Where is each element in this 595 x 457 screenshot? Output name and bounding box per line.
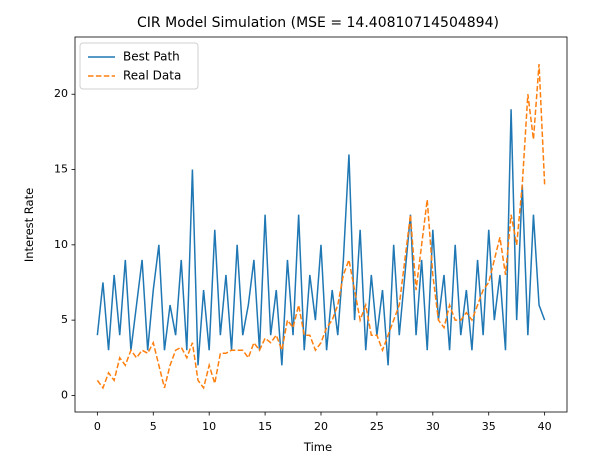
line-series bbox=[96, 109, 546, 366]
chart-title: CIR Model Simulation (MSE = 14.408107145… bbox=[137, 15, 499, 31]
x-tick-label: 15 bbox=[258, 420, 272, 433]
x-tick-label: 20 bbox=[314, 420, 328, 433]
y-tick-label: 15 bbox=[54, 163, 68, 176]
legend-box bbox=[79, 42, 199, 90]
x-axis-label: Time bbox=[303, 440, 332, 454]
x-tick-label: 40 bbox=[538, 420, 552, 433]
y-axis-label: Interest Rate bbox=[22, 188, 36, 262]
line-series bbox=[96, 64, 546, 390]
y-tick-label: 20 bbox=[54, 87, 68, 100]
x-tick-label: 35 bbox=[482, 420, 496, 433]
x-tick-label: 5 bbox=[150, 420, 157, 433]
legend-label: Real Data bbox=[123, 69, 181, 83]
y-tick-label: 5 bbox=[61, 313, 68, 326]
x-tick-label: 30 bbox=[426, 420, 440, 433]
x-tick-label: 10 bbox=[202, 420, 216, 433]
y-tick-label: 10 bbox=[54, 238, 68, 251]
plot-frame bbox=[74, 36, 568, 413]
y-tick-label: 0 bbox=[61, 388, 68, 401]
x-tick-label: 0 bbox=[94, 420, 101, 433]
x-tick-label: 25 bbox=[370, 420, 384, 433]
legend-label: Best Path bbox=[123, 50, 180, 64]
